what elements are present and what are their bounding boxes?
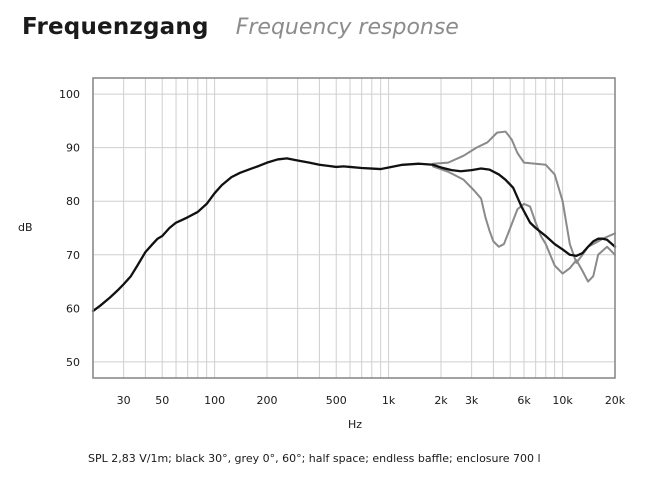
chart-title: Frequenzgang xyxy=(22,14,209,40)
measurement-conditions-note: SPL 2,83 V/1m; black 30°, grey 0°, 60°; … xyxy=(88,452,541,465)
plot-frame xyxy=(92,77,616,379)
x-tick-label: 50 xyxy=(155,394,169,407)
x-tick-label: 30 xyxy=(117,394,131,407)
x-tick-label: 10k xyxy=(552,394,573,407)
y-tick-label: 70 xyxy=(66,249,80,262)
series-line-grey-1 xyxy=(432,165,616,283)
x-tick-label: 20k xyxy=(605,394,626,407)
series-line-black xyxy=(91,157,617,313)
x-tick-label: 2k xyxy=(434,394,448,407)
x-tick-label: 3k xyxy=(465,394,479,407)
title-row: Frequenzgang Frequency response xyxy=(22,14,459,40)
y-axis-label: dB xyxy=(18,221,33,234)
x-axis-label: Hz xyxy=(348,418,362,431)
tick-labels: 30 50 100 200 500 1k 2k 3k 6k 10k 20k 50 60 70 80 90 100 xyxy=(59,88,626,407)
x-tick-label: 100 xyxy=(204,394,225,407)
y-tick-label: 100 xyxy=(59,88,80,101)
x-tick-label: 6k xyxy=(517,394,531,407)
y-tick-label: 80 xyxy=(66,195,80,208)
grid xyxy=(93,78,615,378)
y-tick-label: 50 xyxy=(66,356,80,369)
series-lines xyxy=(91,130,617,313)
chart-subtitle: Frequency response xyxy=(235,15,459,40)
x-tick-label: 500 xyxy=(326,394,347,407)
y-tick-label: 60 xyxy=(66,302,80,315)
x-tick-label: 200 xyxy=(257,394,278,407)
x-tick-label: 1k xyxy=(382,394,396,407)
y-tick-label: 90 xyxy=(66,142,80,155)
